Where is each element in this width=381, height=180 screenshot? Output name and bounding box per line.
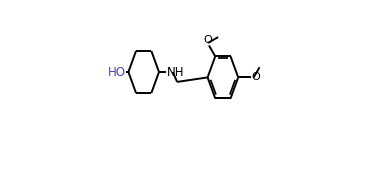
Text: O: O [204, 35, 213, 45]
Text: HO: HO [108, 66, 126, 78]
Text: O: O [251, 72, 260, 82]
Text: NH: NH [166, 66, 184, 78]
